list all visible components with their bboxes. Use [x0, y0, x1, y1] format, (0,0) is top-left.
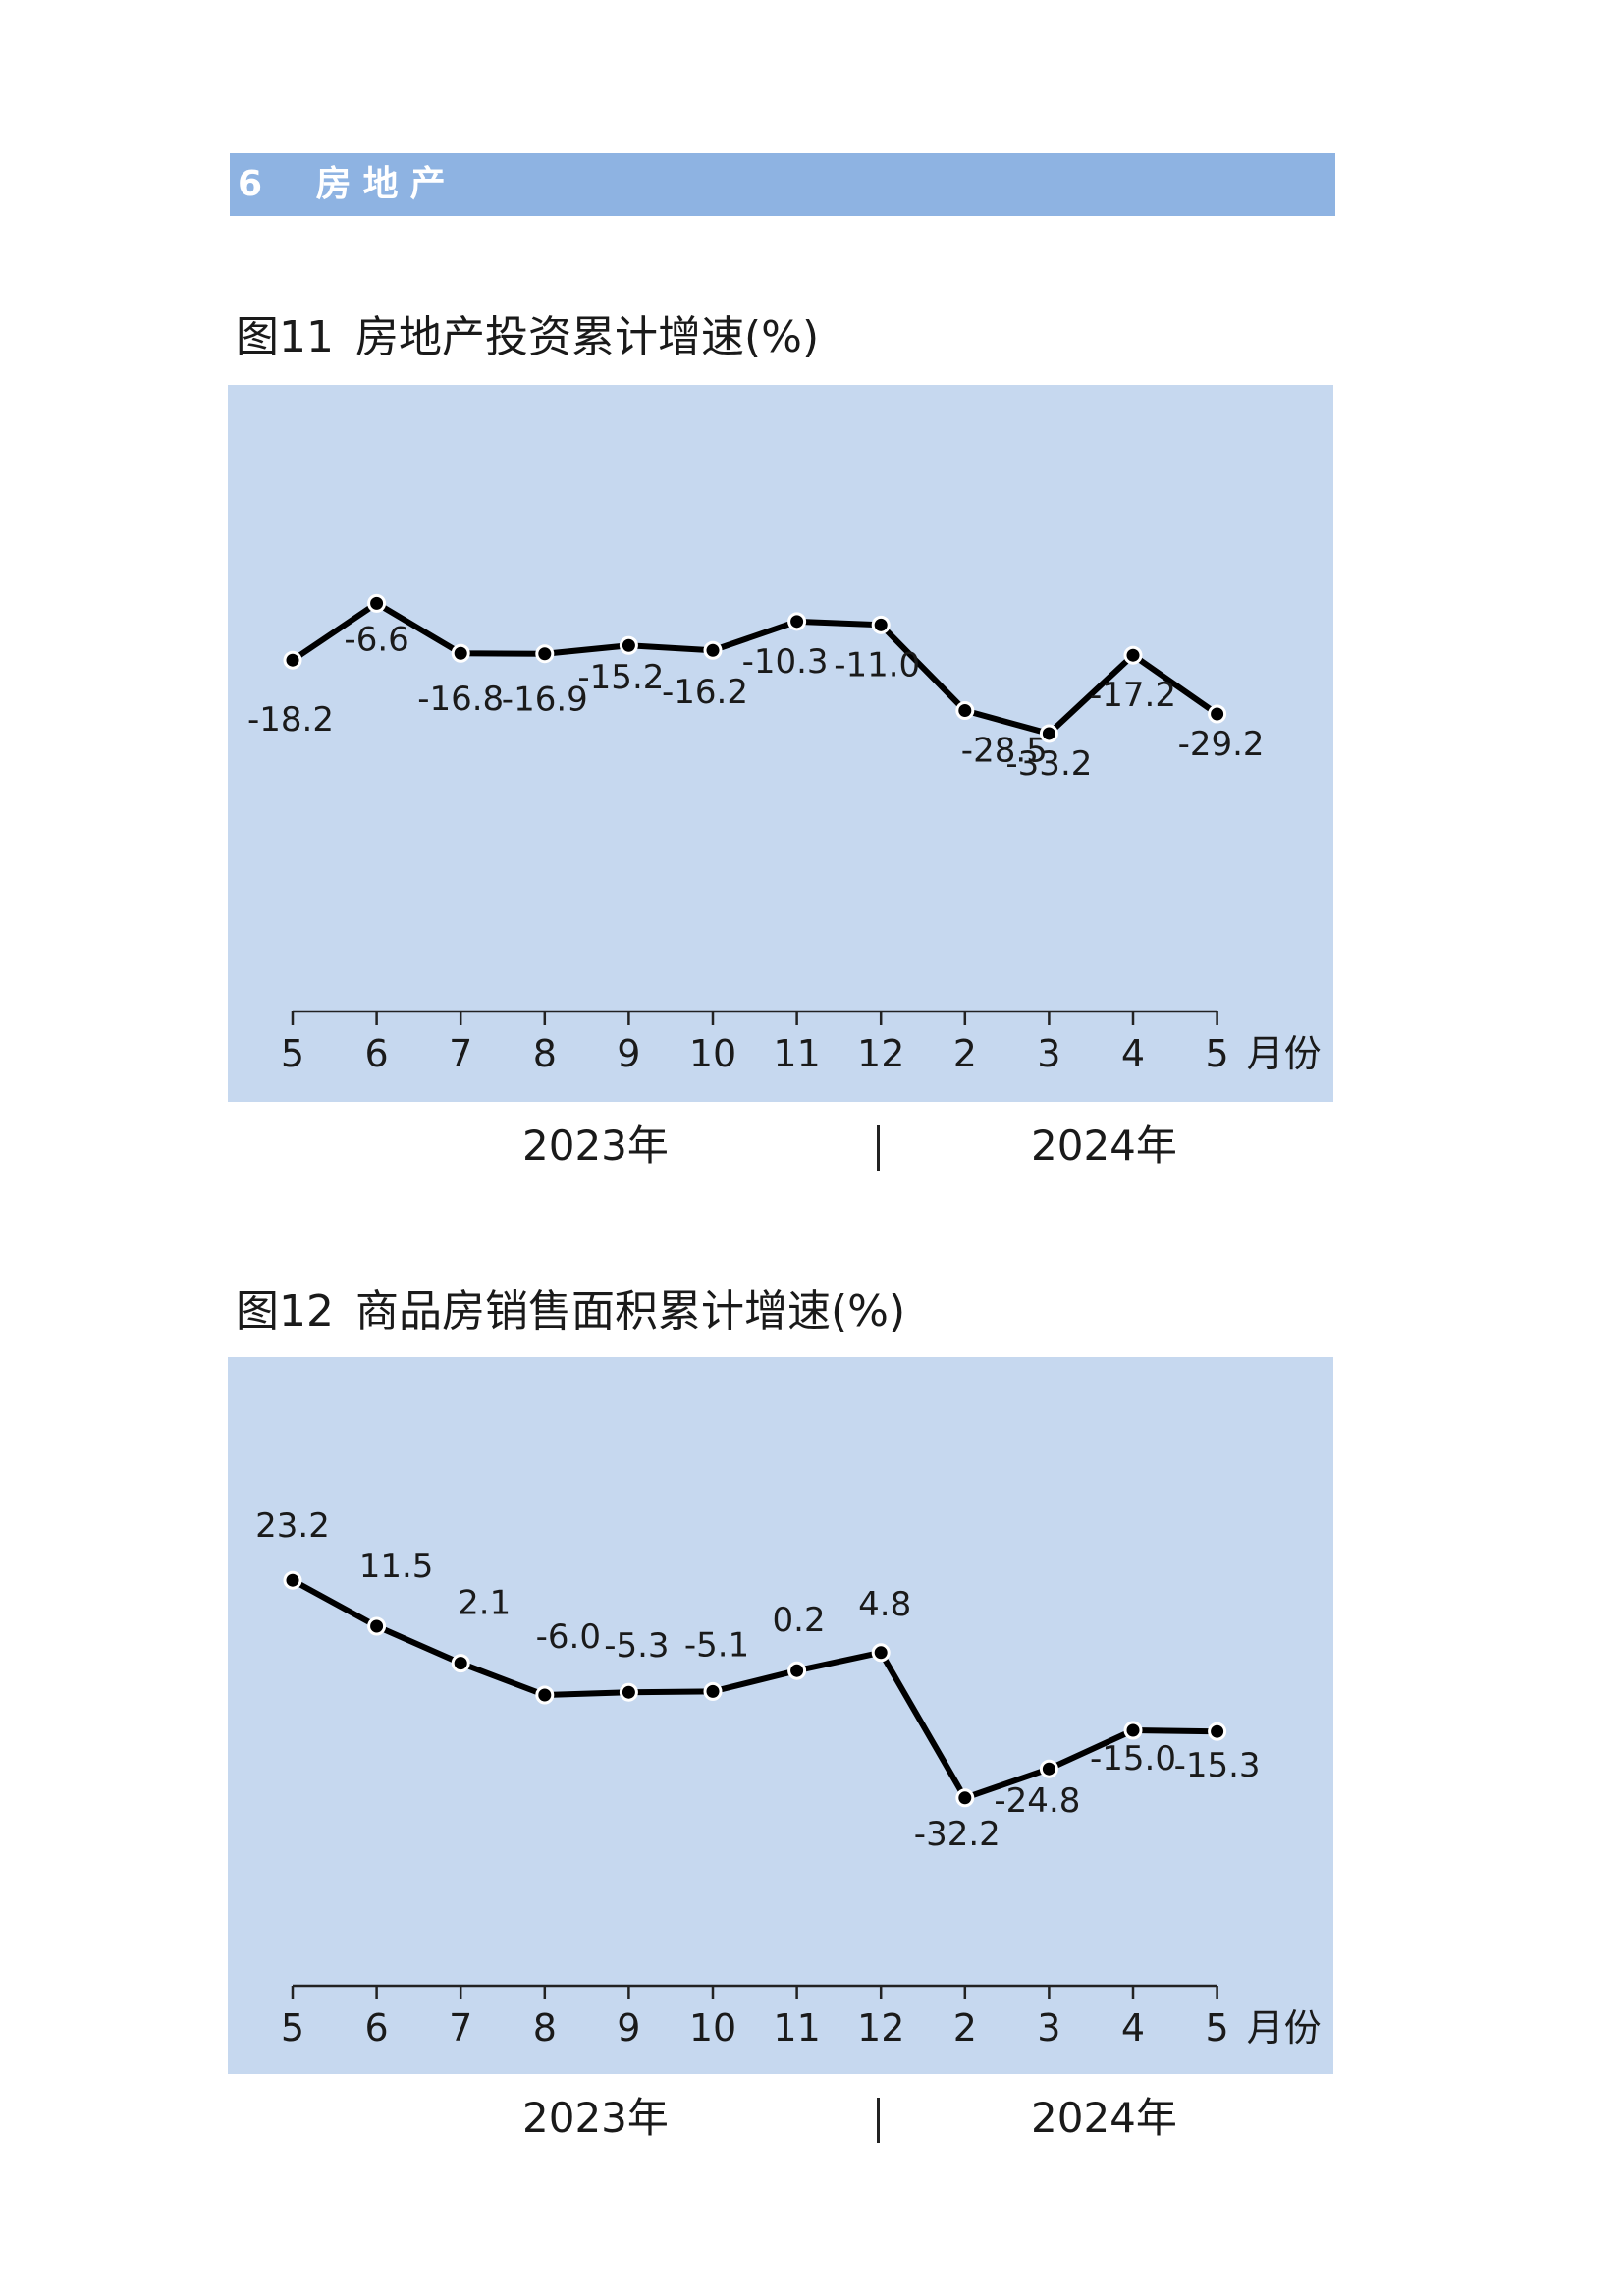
- data-label: 23.2: [255, 1506, 330, 1546]
- x-tick-label: 11: [773, 2006, 820, 2050]
- data-point: [451, 643, 470, 663]
- x-tick-label: 3: [1037, 1032, 1060, 1075]
- x-tick-label: 10: [689, 1032, 736, 1075]
- data-point: [787, 612, 807, 631]
- data-point: [283, 650, 302, 670]
- chart-12-year-2023: 2023年: [522, 2094, 669, 2142]
- series-line: [291, 1577, 1217, 1801]
- x-tick-label: 5: [1206, 2006, 1229, 2050]
- data-point: [1208, 704, 1227, 724]
- data-label: -33.2: [1005, 744, 1092, 784]
- x-tick-label: 6: [365, 1032, 389, 1075]
- data-label: -6.6: [344, 620, 408, 659]
- data-point: [619, 1682, 638, 1702]
- data-label: 2.1: [458, 1584, 511, 1623]
- data-point: [871, 615, 891, 634]
- data-label: -15.3: [1174, 1746, 1261, 1785]
- data-point: [955, 1788, 975, 1808]
- x-tick-label: 7: [449, 2006, 472, 2050]
- chart-11-panel: 5 6 7 8 9 10 11 12 2 3 4 5 月份 -18.2 -6.6 -16.8 -16.9 -15.…: [228, 385, 1333, 1102]
- chart-11-year-2023: 2023年: [522, 1121, 669, 1170]
- x-tick-label: 4: [1121, 2006, 1145, 2050]
- data-point: [871, 1643, 891, 1663]
- data-label: -16.2: [662, 673, 748, 712]
- x-tick-label: 2: [953, 1032, 977, 1075]
- data-label: 0.2: [773, 1601, 826, 1640]
- data-point: [1123, 645, 1143, 665]
- x-tick-label: 8: [533, 2006, 557, 2050]
- data-label: -28.5: [961, 732, 1048, 771]
- x-tick-label: 2: [953, 2006, 977, 2050]
- chart-11-caption: 图11 房地产投资累计增速(%): [236, 312, 819, 363]
- data-point: [955, 701, 975, 721]
- x-tick-label: 5: [1206, 1032, 1229, 1075]
- chart-11-year-divider: [877, 1125, 880, 1171]
- section-header: 6 房地产: [230, 153, 1335, 216]
- x-tick-label: 8: [533, 1032, 557, 1075]
- data-point: [535, 1685, 555, 1705]
- data-point: [451, 1654, 470, 1673]
- data-point: [367, 1616, 387, 1636]
- data-label: -5.3: [604, 1626, 669, 1666]
- data-point: [787, 1661, 807, 1680]
- data-label: -16.9: [502, 681, 588, 720]
- data-label: -18.2: [247, 700, 334, 739]
- x-tick-label: 12: [857, 1032, 904, 1075]
- x-tick-label: 3: [1037, 2006, 1060, 2050]
- data-label: -11.0: [834, 645, 920, 684]
- data-point: [1123, 1721, 1143, 1740]
- data-point: [703, 1681, 723, 1701]
- data-label: -17.2: [1090, 676, 1176, 715]
- x-tick-label: 9: [617, 2006, 640, 2050]
- data-label: 4.8: [858, 1585, 911, 1624]
- data-point: [1039, 1759, 1058, 1778]
- data-label: -32.2: [914, 1815, 1001, 1854]
- data-label: -5.1: [684, 1625, 749, 1665]
- data-point: [703, 640, 723, 660]
- x-tick-label: 11: [773, 1032, 820, 1075]
- chart-12-year-2024: 2024年: [1031, 2094, 1177, 2142]
- data-label: -10.3: [742, 642, 829, 682]
- chart-12-year-divider: [877, 2098, 880, 2143]
- x-axis-unit: 月份: [1247, 2006, 1322, 2050]
- chart-12-panel: 5 6 7 8 9 10 11 12 2 3 4 5 月份 23.2 11.5 2.1 -6.0 -5.3 -5.1…: [228, 1357, 1333, 2074]
- chart-12-plot: 5 6 7 8 9 10 11 12 2 3 4 5 月份 23.2 11.5 2.1 -6.0 -5.3 -5.1…: [255, 1506, 1322, 2050]
- x-tick-label: 5: [281, 2006, 304, 2050]
- x-tick-label: 4: [1121, 1032, 1145, 1075]
- x-tick-label: 10: [689, 2006, 736, 2050]
- chart-12-caption: 图12 商品房销售面积累计增速(%): [236, 1286, 905, 1338]
- data-label: -29.2: [1178, 725, 1265, 764]
- data-label: -15.0: [1090, 1739, 1176, 1778]
- data-label: 11.5: [359, 1547, 434, 1586]
- data-point: [619, 635, 638, 655]
- chart-12-caption-text: 商品房销售面积累计增速(%): [355, 1286, 906, 1337]
- x-tick-label: 7: [449, 1032, 472, 1075]
- x-tick-label: 5: [281, 1032, 304, 1075]
- data-label: -24.8: [994, 1781, 1080, 1821]
- section-title: 房地产: [315, 164, 458, 204]
- chart-11-caption-text: 房地产投资累计增速(%): [355, 312, 820, 362]
- chart-11-year-2024: 2024年: [1031, 1121, 1177, 1170]
- x-tick-label: 6: [365, 2006, 389, 2050]
- chart-11-caption-number: 图11: [236, 312, 334, 362]
- x-tick-label: 9: [617, 1032, 640, 1075]
- data-point: [283, 1570, 302, 1590]
- chart-12-caption-number: 图12: [236, 1286, 334, 1337]
- data-label: -16.8: [417, 680, 504, 719]
- x-tick-label: 12: [857, 2006, 904, 2050]
- data-point: [367, 593, 387, 613]
- data-point: [535, 644, 555, 664]
- data-point: [1208, 1722, 1227, 1741]
- chart-11-plot: 5 6 7 8 9 10 11 12 2 3 4 5 月份 -18.2 -6.6-16.8-16.9-15.…: [247, 593, 1322, 1075]
- data-label: -6.0: [536, 1617, 601, 1657]
- section-number: 6: [238, 164, 275, 204]
- data-point: [1039, 724, 1058, 743]
- series-line: [291, 600, 1219, 737]
- x-axis-unit: 月份: [1247, 1032, 1322, 1075]
- data-label: -15.2: [577, 658, 664, 697]
